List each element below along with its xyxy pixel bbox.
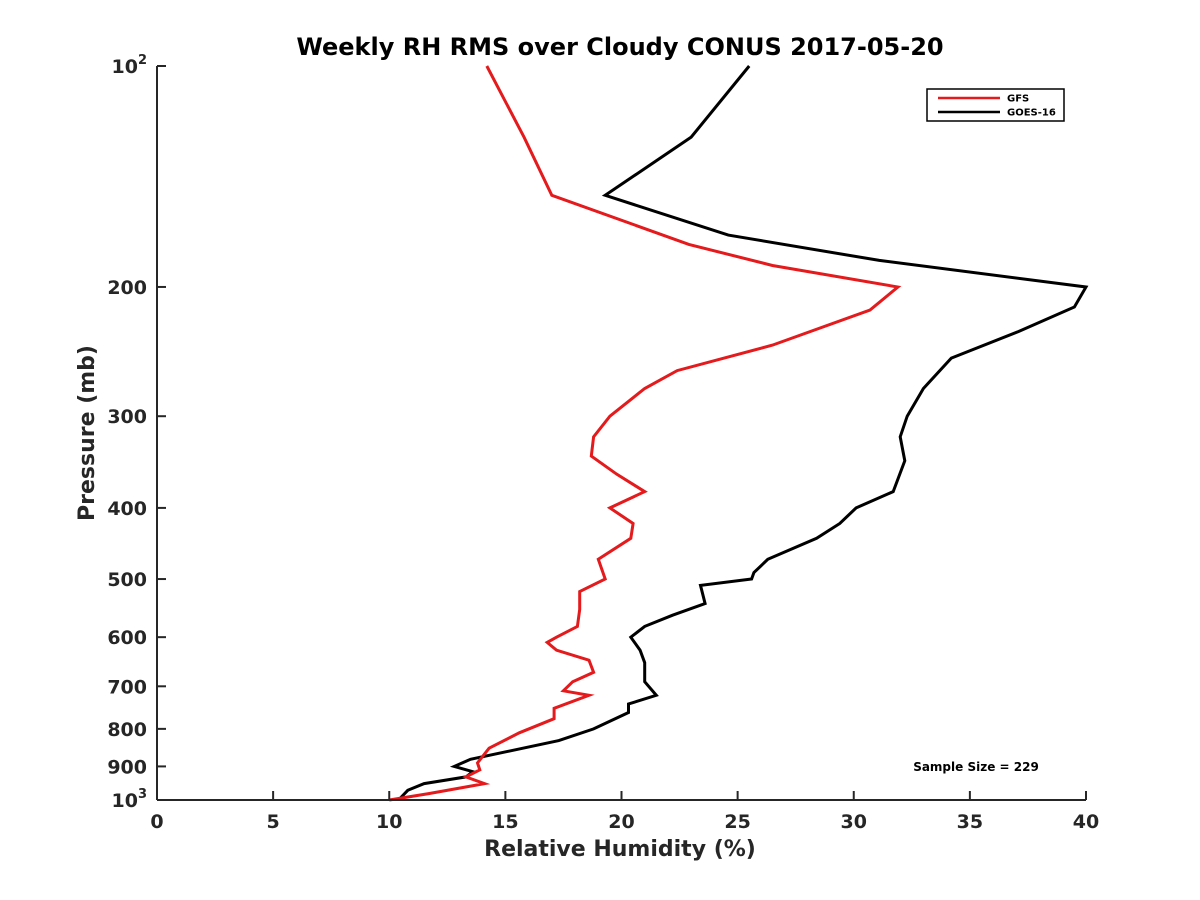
y-tick-label: 300: [107, 406, 147, 428]
legend-items: GFS GOES-16: [938, 94, 1056, 119]
x-tick-label: 40: [1073, 811, 1099, 833]
y-axis-ticks: 102 200 300 400 500 600 700 800 900 103: [107, 53, 166, 812]
series-line-goes-16: [397, 65, 1089, 802]
x-tick-label: 0: [150, 811, 163, 833]
x-tick-label: 30: [841, 811, 867, 833]
y-tick-label: 600: [107, 627, 147, 649]
y-tick-label: 102: [112, 53, 148, 78]
legend-label: GOES-16: [1007, 108, 1056, 119]
y-tick-label: 800: [107, 719, 147, 741]
x-tick-label: 10: [376, 811, 402, 833]
y-tick-label: 500: [107, 569, 147, 591]
series-layer: [389, 65, 1089, 802]
y-tick-label: 900: [107, 756, 147, 778]
x-tick-label: 20: [608, 811, 634, 833]
sample-size-annotation: Sample Size = 229: [913, 760, 1039, 774]
y-tick-label: 200: [107, 277, 147, 299]
plot-area: 0 5 10 15 20 25 30 35 40 102 200 300 400 500 600 700 80…: [107, 53, 1099, 833]
series-line-gfs: [389, 65, 902, 802]
x-tick-label: 5: [267, 811, 280, 833]
x-axis-ticks: 0 5 10 15 20 25 30 35 40: [150, 791, 1099, 833]
y-tick-label: 700: [107, 676, 147, 698]
x-tick-label: 35: [957, 811, 983, 833]
x-axis-label: Relative Humidity (%): [484, 837, 756, 862]
legend-label: GFS: [1007, 94, 1029, 105]
chart-title: Weekly RH RMS over Cloudy CONUS 2017-05-…: [296, 33, 943, 61]
y-axis-label: Pressure (mb): [75, 345, 100, 521]
x-tick-label: 15: [492, 811, 518, 833]
y-tick-label: 103: [112, 787, 148, 812]
y-tick-label: 400: [107, 498, 147, 520]
legend: GFS GOES-16: [926, 88, 1065, 122]
legend-box: [926, 88, 1065, 122]
x-tick-label: 25: [724, 811, 750, 833]
